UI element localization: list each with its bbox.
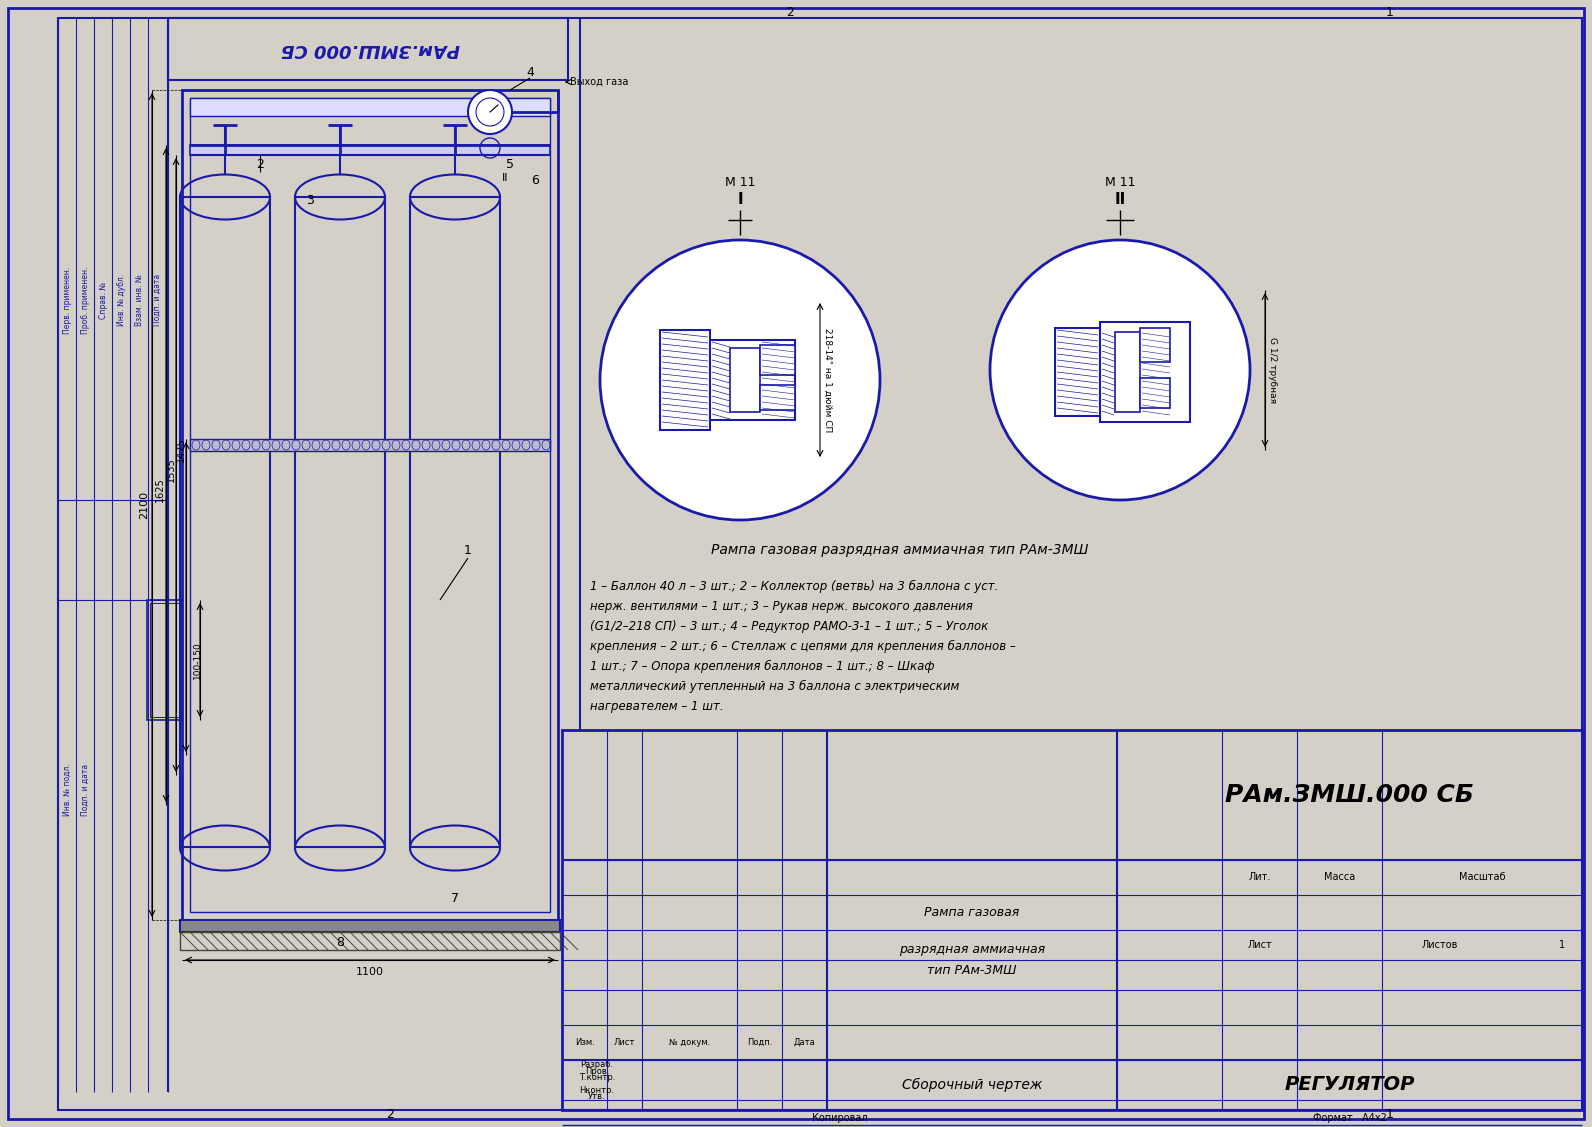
Text: 2: 2 [387,1109,393,1121]
Text: Масса: Масса [1325,872,1355,882]
Text: М 11: М 11 [724,176,755,188]
Text: 1: 1 [1387,6,1395,18]
Bar [180,920,560,932]
Text: 2: 2 [256,159,264,171]
Text: № докум.: № докум. [669,1038,710,1047]
Circle shape [600,240,880,520]
Text: 1535: 1535 [166,458,177,482]
Text: 1 шт.; 7 – Опора крепления баллонов – 1 шт.; 8 – Шкаф: 1 шт.; 7 – Опора крепления баллонов – 1 … [591,660,935,673]
Text: 1625: 1625 [154,478,166,503]
Text: Выход газа: Выход газа [570,77,629,87]
Text: 8: 8 [336,935,344,949]
Bar [759,385,794,410]
Text: 2: 2 [786,6,794,18]
Text: нерж. вентилями – 1 шт.; 3 – Рукав нерж. высокого давления: нерж. вентилями – 1 шт.; 3 – Рукав нерж.… [591,600,973,613]
Text: Подп. и дата: Подп. и дата [153,274,161,326]
Text: 7: 7 [451,891,458,905]
Text: 218-14" на 1 дюйм СП: 218-14" на 1 дюйм СП [823,328,833,432]
Text: II: II [501,174,508,183]
Text: РАм.ЗМШ.000 СБ: РАм.ЗМШ.000 СБ [1226,783,1474,807]
Text: 1100: 1100 [357,967,384,977]
Bar [1140,328,1170,362]
Text: G 1/2 трубная: G 1/2 трубная [1269,337,1277,403]
Text: Инв. № дубл.: Инв. № дубл. [116,274,126,326]
Bar [1100,322,1189,421]
Bar [661,330,710,431]
Text: 2100: 2100 [139,491,150,520]
Text: Проб. применен.: Проб. применен. [81,266,89,334]
Text: Перв. применен.: Перв. применен. [62,266,72,334]
Text: (G1/2–218 СП) – 3 шт.; 4 – Редуктор РАМО-3-1 – 1 шт.; 5 – Уголок: (G1/2–218 СП) – 3 шт.; 4 – Редуктор РАМО… [591,620,989,633]
Text: 4: 4 [525,65,533,79]
Text: М 11: М 11 [1105,176,1135,188]
Bar [189,145,549,156]
Text: Рампа газовая разрядная аммиачная тип РАм-3МШ: Рампа газовая разрядная аммиачная тип РА… [712,543,1089,557]
Text: Взам. инв. №: Взам. инв. № [134,274,143,326]
Bar [1140,378,1170,408]
Circle shape [468,90,513,134]
Text: Подп. и дата: Подп. и дата [81,764,89,816]
Bar [189,440,549,451]
Text: Масштаб: Масштаб [1458,872,1506,882]
Text: 5: 5 [506,159,514,171]
Text: тип РАм-3МШ: тип РАм-3МШ [927,964,1017,976]
Bar [189,98,549,116]
Text: Рампа газовая: Рампа газовая [925,906,1019,919]
Text: I: I [737,193,743,207]
Bar [411,197,500,848]
Bar [710,340,794,420]
Text: 1: 1 [463,543,471,557]
Bar [562,730,1582,1110]
Text: 100-150: 100-150 [193,641,202,678]
Bar [181,90,559,920]
Text: Пров.: Пров. [584,1066,610,1075]
Text: Справ. №: Справ. № [99,282,108,319]
Text: Разраб.: Разраб. [581,1061,613,1070]
Bar [150,603,178,717]
Bar [189,98,549,912]
Bar [295,197,385,848]
Text: 6: 6 [532,174,540,186]
Text: 1 – Баллон 40 л – 3 шт.; 2 – Коллектор (ветвь) на 3 баллона с уст.: 1 – Баллон 40 л – 3 шт.; 2 – Коллектор (… [591,580,998,593]
Text: металлический утепленный на 3 баллона с электрическим: металлический утепленный на 3 баллона с … [591,680,960,693]
Text: РЕГУЛЯТОР: РЕГУЛЯТОР [1285,1075,1415,1094]
Bar [180,197,271,848]
Bar [180,932,560,950]
Bar [759,345,794,375]
Bar [731,348,759,412]
Text: II: II [1114,193,1126,207]
Text: Сборочный чертеж: Сборочный чертеж [901,1077,1043,1092]
Bar [1114,332,1140,412]
Bar [1055,328,1100,416]
Text: Дата: Дата [794,1038,815,1047]
Text: Подп.: Подп. [747,1038,772,1047]
Text: 1: 1 [1387,1109,1395,1121]
Text: 3: 3 [306,194,314,206]
Text: Лит.: Лит. [1248,872,1270,882]
Text: 1475: 1475 [177,437,186,462]
Text: 1: 1 [1559,940,1565,950]
Text: Копировал: Копировал [812,1113,868,1122]
Bar [146,600,181,720]
Text: Листов: Листов [1422,940,1458,950]
Text: Утв.: Утв. [587,1092,607,1101]
Text: Т.контр.: Т.контр. [579,1073,615,1082]
Text: Инв. № подл.: Инв. № подл. [62,764,72,816]
Text: Лист: Лист [1247,940,1272,950]
Bar [169,18,568,80]
Text: Изм.: Изм. [575,1038,594,1047]
Text: нагревателем – 1 шт.: нагревателем – 1 шт. [591,700,724,713]
Text: разрядная аммиачная: разрядная аммиачная [899,943,1044,957]
Text: крепления – 2 шт.; 6 – Стеллаж с цепями для крепления баллонов –: крепления – 2 шт.; 6 – Стеллаж с цепями … [591,640,1016,653]
Text: Нконтр.: Нконтр. [579,1086,615,1095]
Text: Формат   А4х2: Формат А4х2 [1312,1113,1387,1122]
Circle shape [990,240,1250,500]
Text: Лист: Лист [615,1038,635,1047]
Text: РАм.ЗМШ.000 СБ: РАм.ЗМШ.000 СБ [280,39,460,57]
